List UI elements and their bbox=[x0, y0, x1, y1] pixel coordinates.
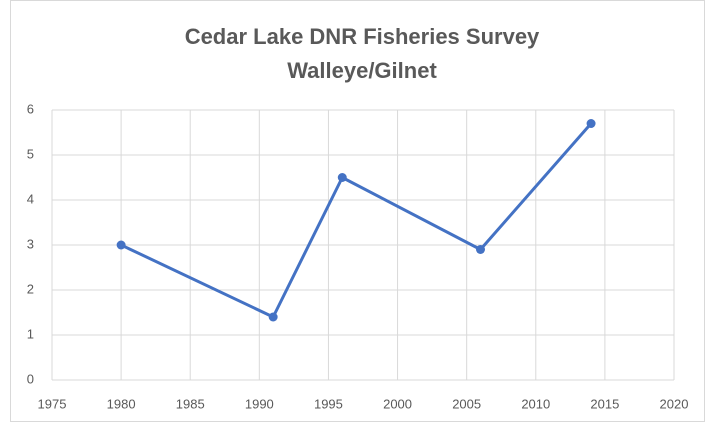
y-tick-label: 1 bbox=[27, 326, 34, 341]
x-tick-label: 1980 bbox=[107, 396, 136, 411]
x-tick-label: 2020 bbox=[660, 396, 689, 411]
x-tick-label: 1985 bbox=[176, 396, 205, 411]
x-tick-label: 2010 bbox=[521, 396, 550, 411]
y-tick-label: 0 bbox=[27, 371, 34, 386]
x-tick-label: 1975 bbox=[38, 396, 67, 411]
y-tick-label: 2 bbox=[27, 281, 34, 296]
y-tick-label: 6 bbox=[27, 101, 34, 116]
point bbox=[268, 312, 278, 322]
point bbox=[116, 240, 126, 250]
chart-title: Walleye/Gilnet bbox=[287, 58, 437, 83]
point bbox=[586, 119, 596, 128]
y-tick-label: 5 bbox=[27, 146, 34, 161]
y-tick-label: 4 bbox=[27, 191, 34, 206]
point bbox=[337, 173, 347, 182]
chart-frame bbox=[10, 0, 705, 422]
y-tick-label: 3 bbox=[27, 236, 34, 251]
x-tick-label: 2015 bbox=[590, 396, 619, 411]
point bbox=[475, 245, 485, 254]
x-tick-label: 2000 bbox=[383, 396, 412, 411]
chart-title: Cedar Lake DNR Fisheries Survey bbox=[185, 24, 540, 49]
x-tick-label: 1995 bbox=[314, 396, 343, 411]
x-tick-label: 2005 bbox=[452, 396, 481, 411]
x-tick-label: 1990 bbox=[245, 396, 274, 411]
